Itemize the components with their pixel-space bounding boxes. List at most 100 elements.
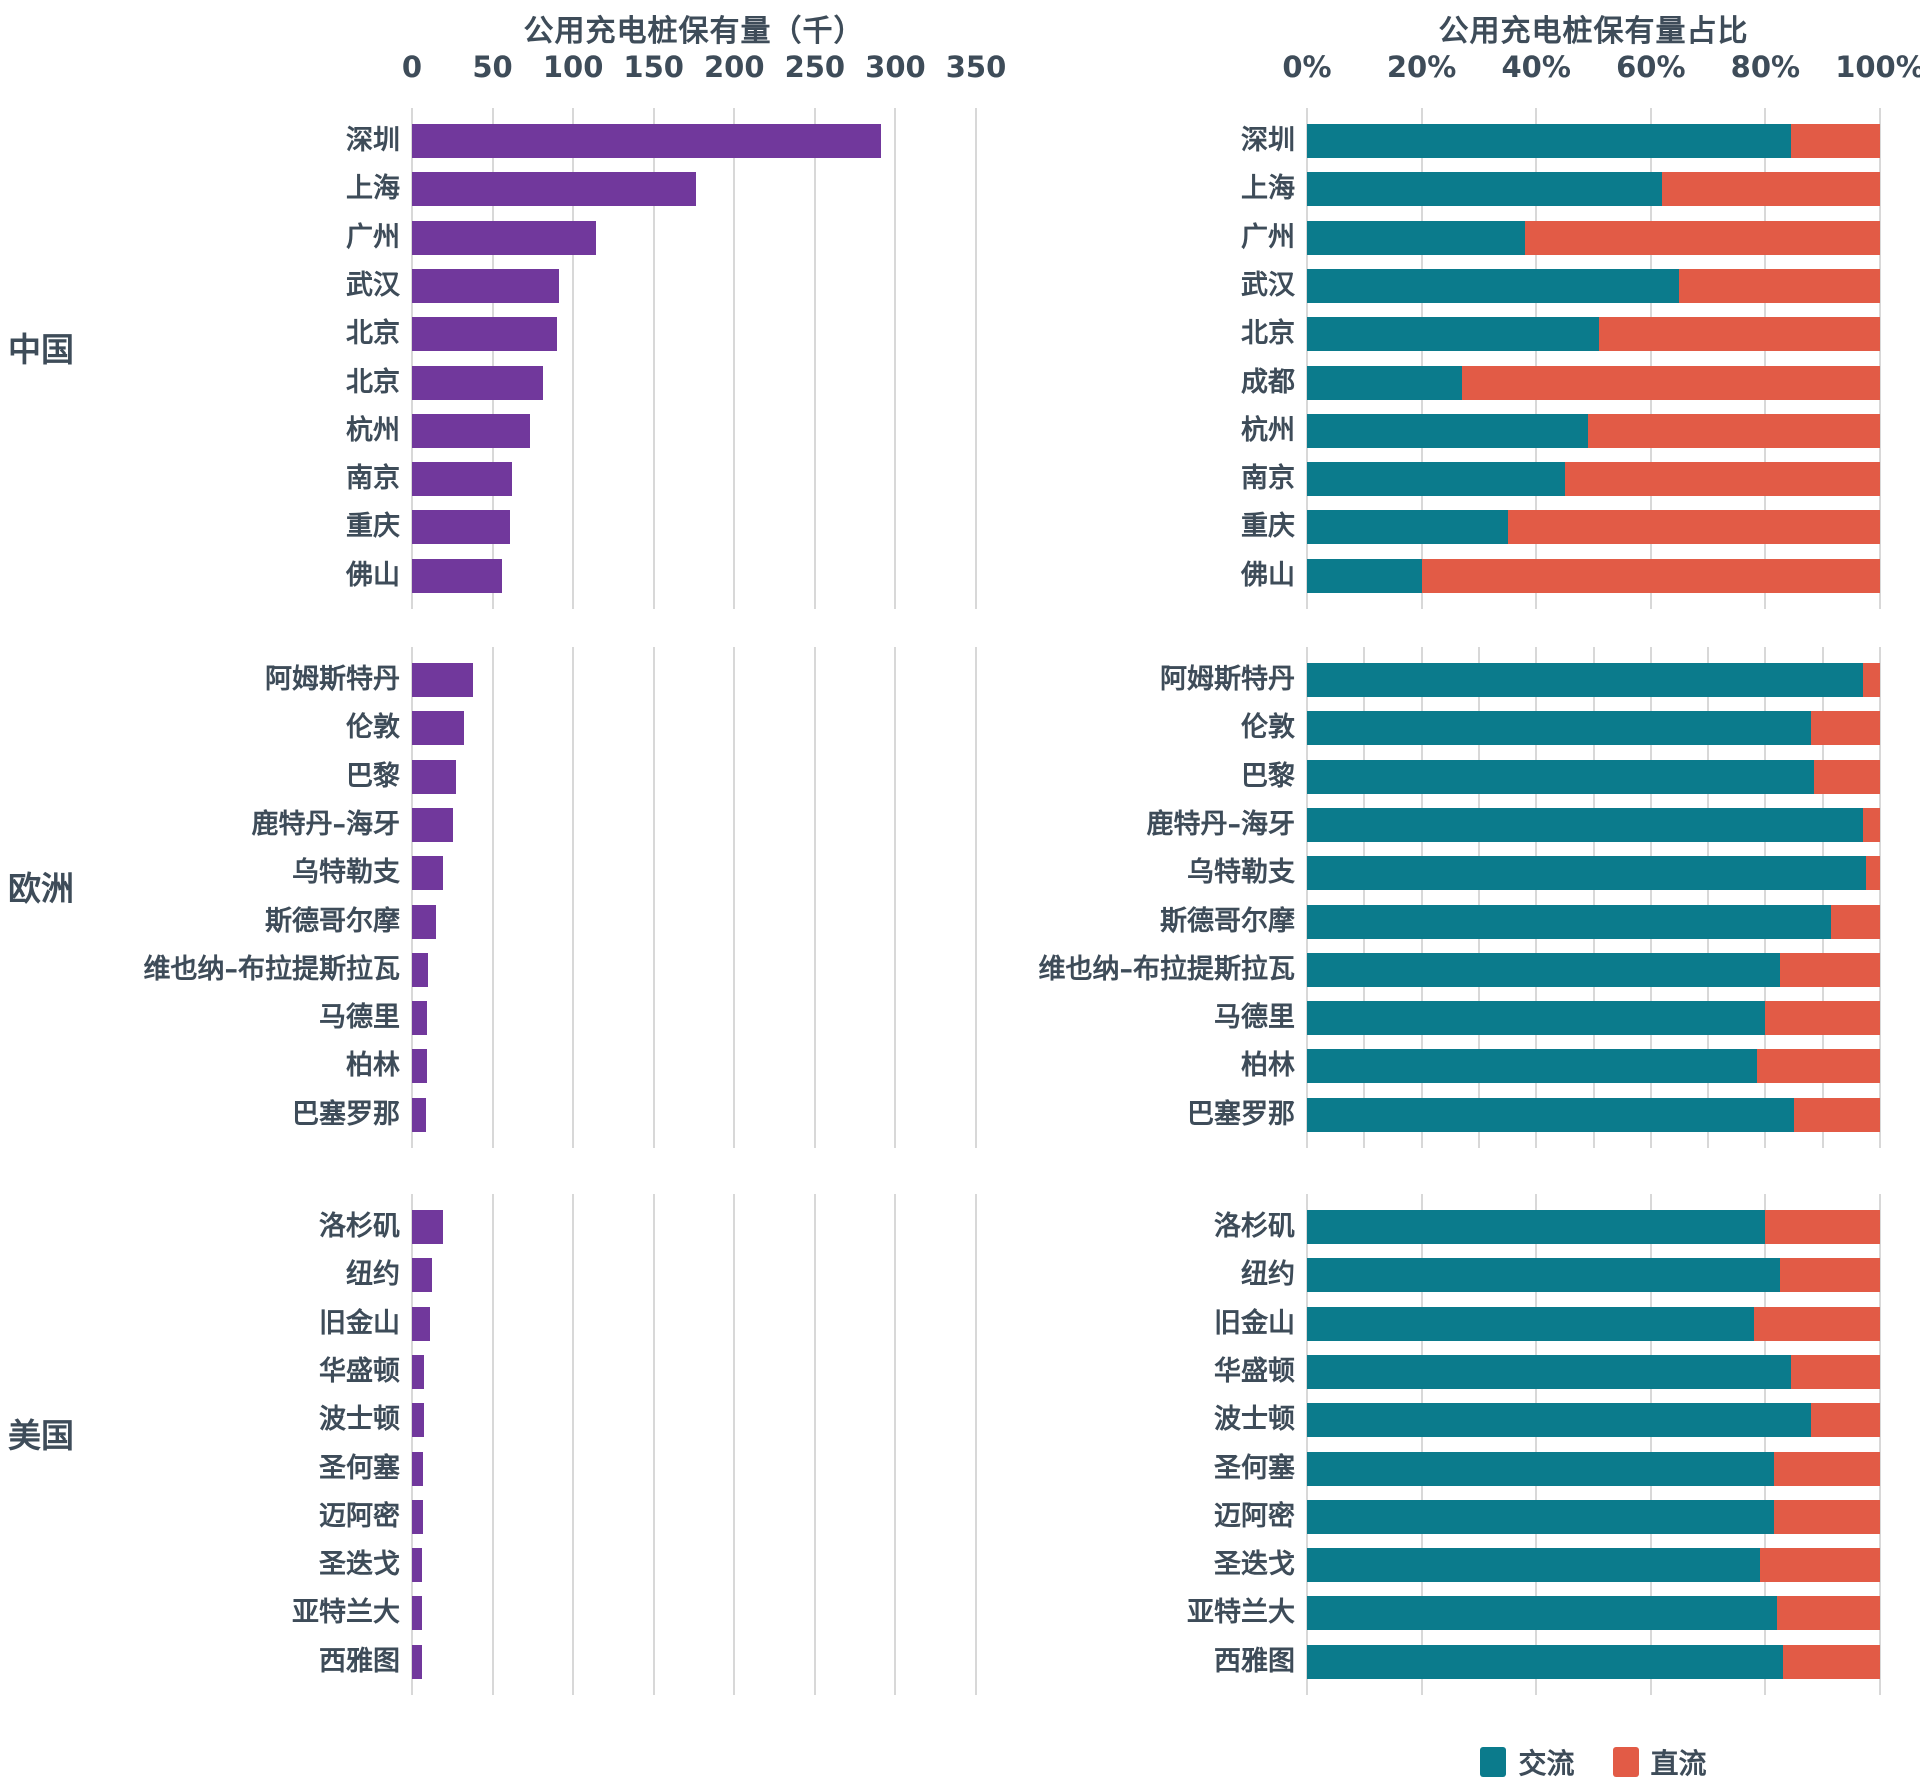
stock-bar: [412, 1354, 425, 1389]
row-label: 鹿特丹–海牙: [251, 808, 401, 840]
stock-bar: [412, 124, 881, 158]
row-label: 纽约: [346, 1259, 400, 1291]
stock-bar: [412, 1306, 430, 1341]
right-axis-tick-label: 40%: [1501, 50, 1571, 84]
row-label: 武汉: [1241, 269, 1295, 301]
row-label: 西雅图: [319, 1645, 400, 1677]
row-label: 成都: [1241, 366, 1295, 398]
ac-bar-segment: [1307, 124, 1792, 158]
ac-bar-segment: [1307, 268, 1680, 303]
gridline: [1306, 108, 1308, 609]
dc-bar-segment: [1791, 1354, 1880, 1389]
stock-bar: [412, 1644, 422, 1679]
dc-bar-segment: [1814, 759, 1880, 794]
row-label: 马德里: [319, 1002, 400, 1034]
stock-bar: [412, 268, 559, 303]
gridline: [491, 1194, 494, 1695]
gridline: [1420, 647, 1423, 1148]
dc-bar-segment: [1862, 663, 1880, 697]
left-plot-panel: [411, 1194, 977, 1695]
row-label: 亚特兰大: [292, 1597, 400, 1629]
gridline: [1535, 108, 1538, 609]
gridline: [975, 647, 977, 1148]
left-axis-tick-label: 350: [945, 50, 1007, 84]
gridline: [491, 108, 494, 609]
stock-bar: [412, 952, 429, 987]
gridline: [411, 647, 413, 1148]
row-label: 华盛顿: [319, 1355, 400, 1387]
gridline: [1764, 647, 1767, 1148]
right-axis-tick-label: 0%: [1282, 50, 1332, 84]
row-label: 北京: [1241, 318, 1295, 350]
gridline: [1707, 647, 1710, 1148]
gridline: [1879, 647, 1881, 1148]
row-label: 南京: [1241, 463, 1295, 495]
stock-bar: [412, 1097, 426, 1132]
gridline: [894, 1194, 897, 1695]
row-label: 佛山: [346, 559, 400, 591]
ac-bar-segment: [1307, 172, 1663, 207]
row-label: 北京: [346, 366, 400, 398]
row-label: 纽约: [1241, 1259, 1295, 1291]
right-axis-tick-label: 20%: [1386, 50, 1457, 84]
dc-bar-segment: [1599, 317, 1880, 352]
gridline: [1649, 647, 1652, 1148]
row-label: 伦敦: [346, 712, 400, 744]
ac-bar-segment: [1307, 1499, 1774, 1534]
ac-bar-segment: [1307, 856, 1866, 891]
legend-item-dc: 直流: [1612, 1742, 1707, 1781]
ac-bar-segment: [1307, 1210, 1766, 1244]
gridline: [411, 1194, 413, 1695]
ac-bar-segment: [1307, 1644, 1783, 1679]
ac-bar-segment: [1307, 1097, 1795, 1132]
ac-bar-segment: [1307, 1354, 1792, 1389]
dc-bar-segment: [1421, 558, 1880, 593]
gridline: [1535, 647, 1538, 1148]
dc-bar-segment: [1461, 365, 1880, 400]
dc-bar-segment: [1765, 1001, 1880, 1036]
gridline: [411, 108, 413, 609]
gridline: [1649, 1194, 1652, 1695]
stock-bar: [412, 317, 558, 352]
row-label: 上海: [346, 173, 400, 205]
right-chart-title: 公用充电桩保有量占比: [1438, 14, 1749, 49]
stock-bar: [412, 413, 530, 448]
stock-bar: [412, 1403, 424, 1438]
stock-bar: [412, 1001, 428, 1036]
row-label: 维也纳–布拉提斯拉瓦: [1038, 953, 1296, 985]
left-plot-panel: [411, 647, 977, 1148]
gridline: [733, 647, 736, 1148]
row-label: 深圳: [1241, 125, 1295, 156]
stock-bar: [412, 856, 443, 891]
dc-bar-segment: [1831, 904, 1880, 939]
group-label: 美国: [8, 1416, 74, 1455]
dc-bar-segment: [1776, 1596, 1880, 1631]
gridline: [652, 108, 655, 609]
gridline: [652, 647, 655, 1148]
dc-bar-segment: [1865, 856, 1880, 891]
row-label: 柏林: [346, 1050, 400, 1082]
gridline: [813, 647, 816, 1148]
dc-bar-segment: [1753, 1306, 1880, 1341]
stock-bar: [412, 759, 457, 794]
row-label: 重庆: [346, 511, 400, 543]
row-label: 巴黎: [346, 760, 400, 792]
gridline: [1363, 647, 1366, 1148]
row-label: 波士顿: [319, 1404, 400, 1436]
row-label: 武汉: [346, 269, 400, 301]
stock-bar: [412, 711, 464, 746]
gridline: [491, 647, 494, 1148]
left-axis-tick-label: 0: [401, 50, 423, 84]
row-label: 佛山: [1241, 559, 1295, 591]
ac-bar-segment: [1307, 1451, 1774, 1486]
row-label: 重庆: [1241, 511, 1295, 543]
row-label: 斯德哥尔摩: [1160, 905, 1295, 937]
row-label: 上海: [1241, 173, 1295, 205]
ac-bar-segment: [1307, 952, 1780, 987]
gridline: [894, 647, 897, 1148]
dc-bar-segment: [1782, 1644, 1880, 1679]
row-label: 旧金山: [319, 1307, 400, 1339]
row-label: 杭州: [1241, 414, 1295, 446]
ac-bar-segment: [1307, 1548, 1760, 1583]
